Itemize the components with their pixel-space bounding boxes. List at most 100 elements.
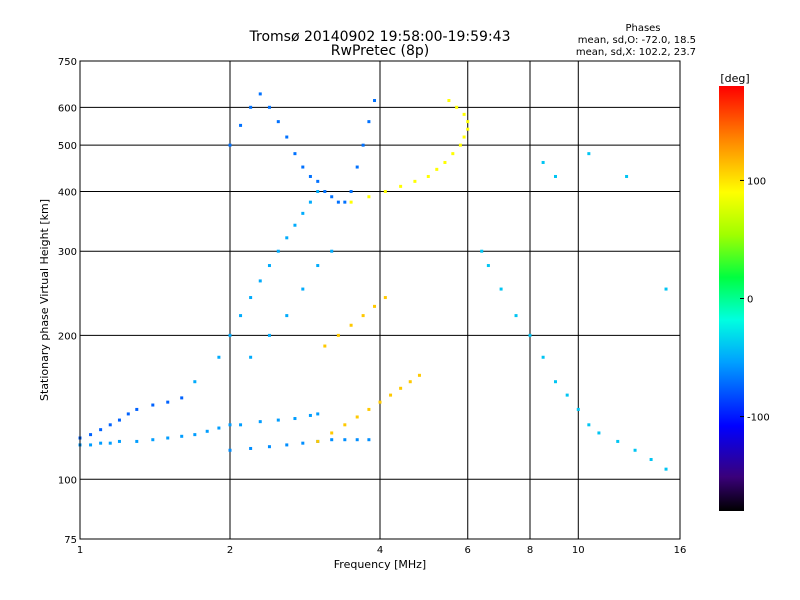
x-tick-label: 2 — [227, 545, 233, 556]
data-point — [276, 120, 280, 124]
data-point — [323, 344, 327, 348]
data-point — [99, 441, 103, 445]
data-point — [486, 264, 490, 268]
data-point — [180, 396, 184, 400]
data-point — [565, 393, 569, 397]
data-point — [597, 431, 601, 435]
data-point — [239, 423, 243, 427]
colorbar-tick-label: -100 — [747, 413, 770, 424]
data-point — [466, 127, 470, 131]
data-point — [367, 438, 371, 442]
colorbar-label: [deg] — [720, 72, 749, 85]
data-point — [355, 415, 359, 419]
y-tick-label: 750 — [58, 57, 77, 68]
data-point — [228, 423, 232, 427]
data-point — [455, 105, 459, 109]
data-point — [99, 428, 103, 432]
x-tick-label: 10 — [572, 545, 585, 556]
data-point — [301, 165, 305, 169]
data-point — [126, 412, 130, 416]
data-point — [135, 407, 139, 411]
data-point — [625, 174, 629, 178]
colorbar — [719, 86, 744, 511]
data-point — [217, 426, 221, 430]
data-point — [408, 380, 412, 384]
colorbar-tick-label: 100 — [747, 176, 766, 187]
data-point — [349, 200, 353, 204]
data-point — [293, 223, 297, 227]
data-point — [308, 413, 312, 417]
data-point — [466, 120, 470, 124]
data-point — [361, 314, 365, 318]
data-point — [193, 433, 197, 437]
data-point — [499, 287, 503, 291]
data-point — [367, 120, 371, 124]
x-tick-label: 16 — [674, 545, 687, 556]
data-point — [664, 287, 668, 291]
plot-frame — [79, 60, 681, 540]
y-axis-label: Stationary phase Virtual Height [km] — [38, 199, 51, 401]
x-axis-label: Frequency [MHz] — [334, 558, 426, 571]
data-point — [316, 412, 320, 416]
y-tick-label: 600 — [58, 103, 77, 114]
data-point — [553, 380, 557, 384]
data-points — [78, 92, 668, 471]
data-point — [633, 448, 637, 452]
data-point — [435, 167, 439, 171]
data-point — [205, 429, 209, 433]
data-point — [249, 355, 253, 359]
data-point — [166, 436, 170, 440]
data-point — [108, 423, 112, 427]
data-point — [373, 99, 377, 103]
data-point — [151, 438, 155, 442]
data-point — [349, 323, 353, 327]
data-point — [217, 355, 221, 359]
data-point — [285, 314, 289, 318]
data-point — [249, 105, 253, 109]
data-point — [108, 441, 112, 445]
colorbar-tick-label: 0 — [747, 295, 753, 306]
data-point — [451, 152, 455, 156]
info-heading: Phases — [625, 23, 660, 34]
data-point — [541, 355, 545, 359]
data-point — [301, 287, 305, 291]
data-point — [343, 438, 347, 442]
data-point — [267, 105, 271, 109]
y-tick-label: 200 — [58, 331, 77, 342]
data-point — [343, 200, 347, 204]
data-point — [267, 333, 271, 337]
data-point — [447, 99, 451, 103]
data-point — [258, 92, 262, 96]
data-point — [193, 380, 197, 384]
grid — [80, 61, 680, 539]
data-point — [249, 296, 253, 300]
y-tick-label: 300 — [58, 247, 77, 258]
data-point — [293, 417, 297, 421]
data-point — [276, 249, 280, 253]
data-point — [462, 112, 466, 116]
data-point — [616, 439, 620, 443]
data-point — [89, 443, 93, 447]
data-point — [383, 189, 387, 193]
data-point — [541, 160, 545, 164]
data-point — [389, 393, 393, 397]
data-point — [166, 400, 170, 404]
data-point — [336, 333, 340, 337]
data-point — [355, 165, 359, 169]
data-point — [316, 439, 320, 443]
data-point — [587, 152, 591, 156]
data-point — [308, 174, 312, 178]
chart-subtitle: RwPretec (8p) — [331, 43, 429, 59]
data-point — [426, 174, 430, 178]
data-point — [293, 152, 297, 156]
data-point — [361, 143, 365, 147]
x-tick-label: 8 — [527, 545, 533, 556]
data-point — [151, 403, 155, 407]
data-point — [349, 189, 353, 193]
data-point — [330, 249, 334, 253]
data-point — [228, 448, 232, 452]
y-tick-label: 100 — [58, 475, 77, 486]
colorbar-ticks: 100 0 -100 — [740, 176, 770, 424]
data-point — [308, 200, 312, 204]
data-point — [117, 418, 121, 422]
